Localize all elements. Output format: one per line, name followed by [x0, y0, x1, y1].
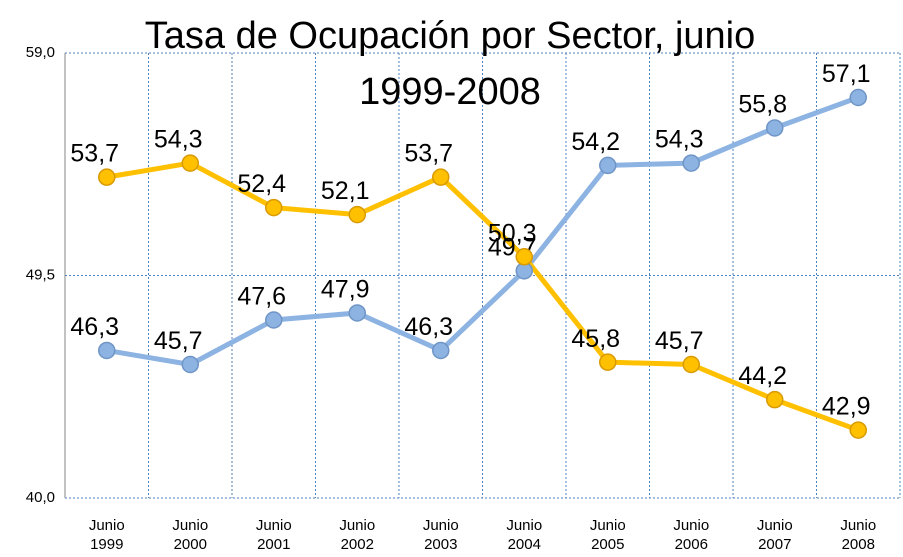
y-tick-label: 40,0 — [26, 489, 55, 506]
marker — [599, 353, 617, 371]
marker — [682, 355, 700, 374]
marker — [599, 156, 617, 175]
data-label: 42,9 — [822, 393, 871, 421]
marker — [766, 119, 784, 137]
marker — [515, 248, 533, 266]
series-line — [106, 95, 860, 368]
x-tick-label: Junio 2002 — [339, 517, 376, 553]
marker — [348, 304, 366, 322]
series-line — [106, 160, 860, 433]
x-tick-label: Junio 2004 — [506, 517, 543, 553]
marker — [849, 421, 867, 439]
marker — [348, 205, 366, 224]
data-label: 45,7 — [154, 327, 203, 355]
x-tick-label: Junio 2008 — [840, 517, 877, 553]
data-label: 46,3 — [404, 313, 453, 341]
data-label: 52,4 — [237, 170, 286, 198]
data-label: 44,2 — [738, 362, 787, 390]
data-label: 45,8 — [571, 325, 620, 353]
data-label: 57,1 — [822, 60, 871, 88]
marker — [181, 355, 199, 374]
data-label: 55,8 — [738, 91, 787, 119]
marker — [181, 154, 199, 172]
marker — [265, 198, 283, 217]
marker — [98, 341, 116, 360]
data-label: 53,7 — [404, 140, 453, 168]
data-label: 46,3 — [70, 313, 119, 341]
x-tick-label: Junio 2000 — [172, 517, 209, 553]
data-label: 52,1 — [321, 177, 370, 205]
y-tick-label: 59,0 — [26, 44, 55, 61]
x-tick-label: Junio 2007 — [756, 517, 793, 553]
data-label: 54,3 — [655, 126, 704, 154]
x-tick-label: Junio 2005 — [589, 517, 626, 553]
marker — [849, 88, 867, 107]
x-tick-label: Junio 2001 — [255, 517, 292, 553]
marker — [766, 390, 784, 409]
marker — [98, 168, 116, 186]
data-label: 54,2 — [571, 128, 620, 156]
x-tick-label: Junio 2003 — [422, 517, 459, 553]
x-tick-label: Junio 2006 — [673, 517, 710, 553]
data-label: 54,3 — [154, 126, 203, 154]
y-tick-label: 49,5 — [26, 266, 55, 283]
marker — [432, 168, 450, 186]
marker — [682, 154, 700, 172]
chart-title: Tasa de Ocupación por Sector, junio 1999… — [144, 15, 756, 113]
data-label: 45,7 — [655, 327, 704, 355]
data-label: 50,3 — [488, 219, 537, 247]
data-label: 47,9 — [321, 276, 370, 304]
marker — [432, 341, 450, 360]
data-label: 47,6 — [237, 283, 286, 311]
data-label: 53,7 — [70, 140, 119, 168]
marker — [265, 311, 283, 329]
x-tick-label: Junio 1999 — [88, 517, 125, 553]
